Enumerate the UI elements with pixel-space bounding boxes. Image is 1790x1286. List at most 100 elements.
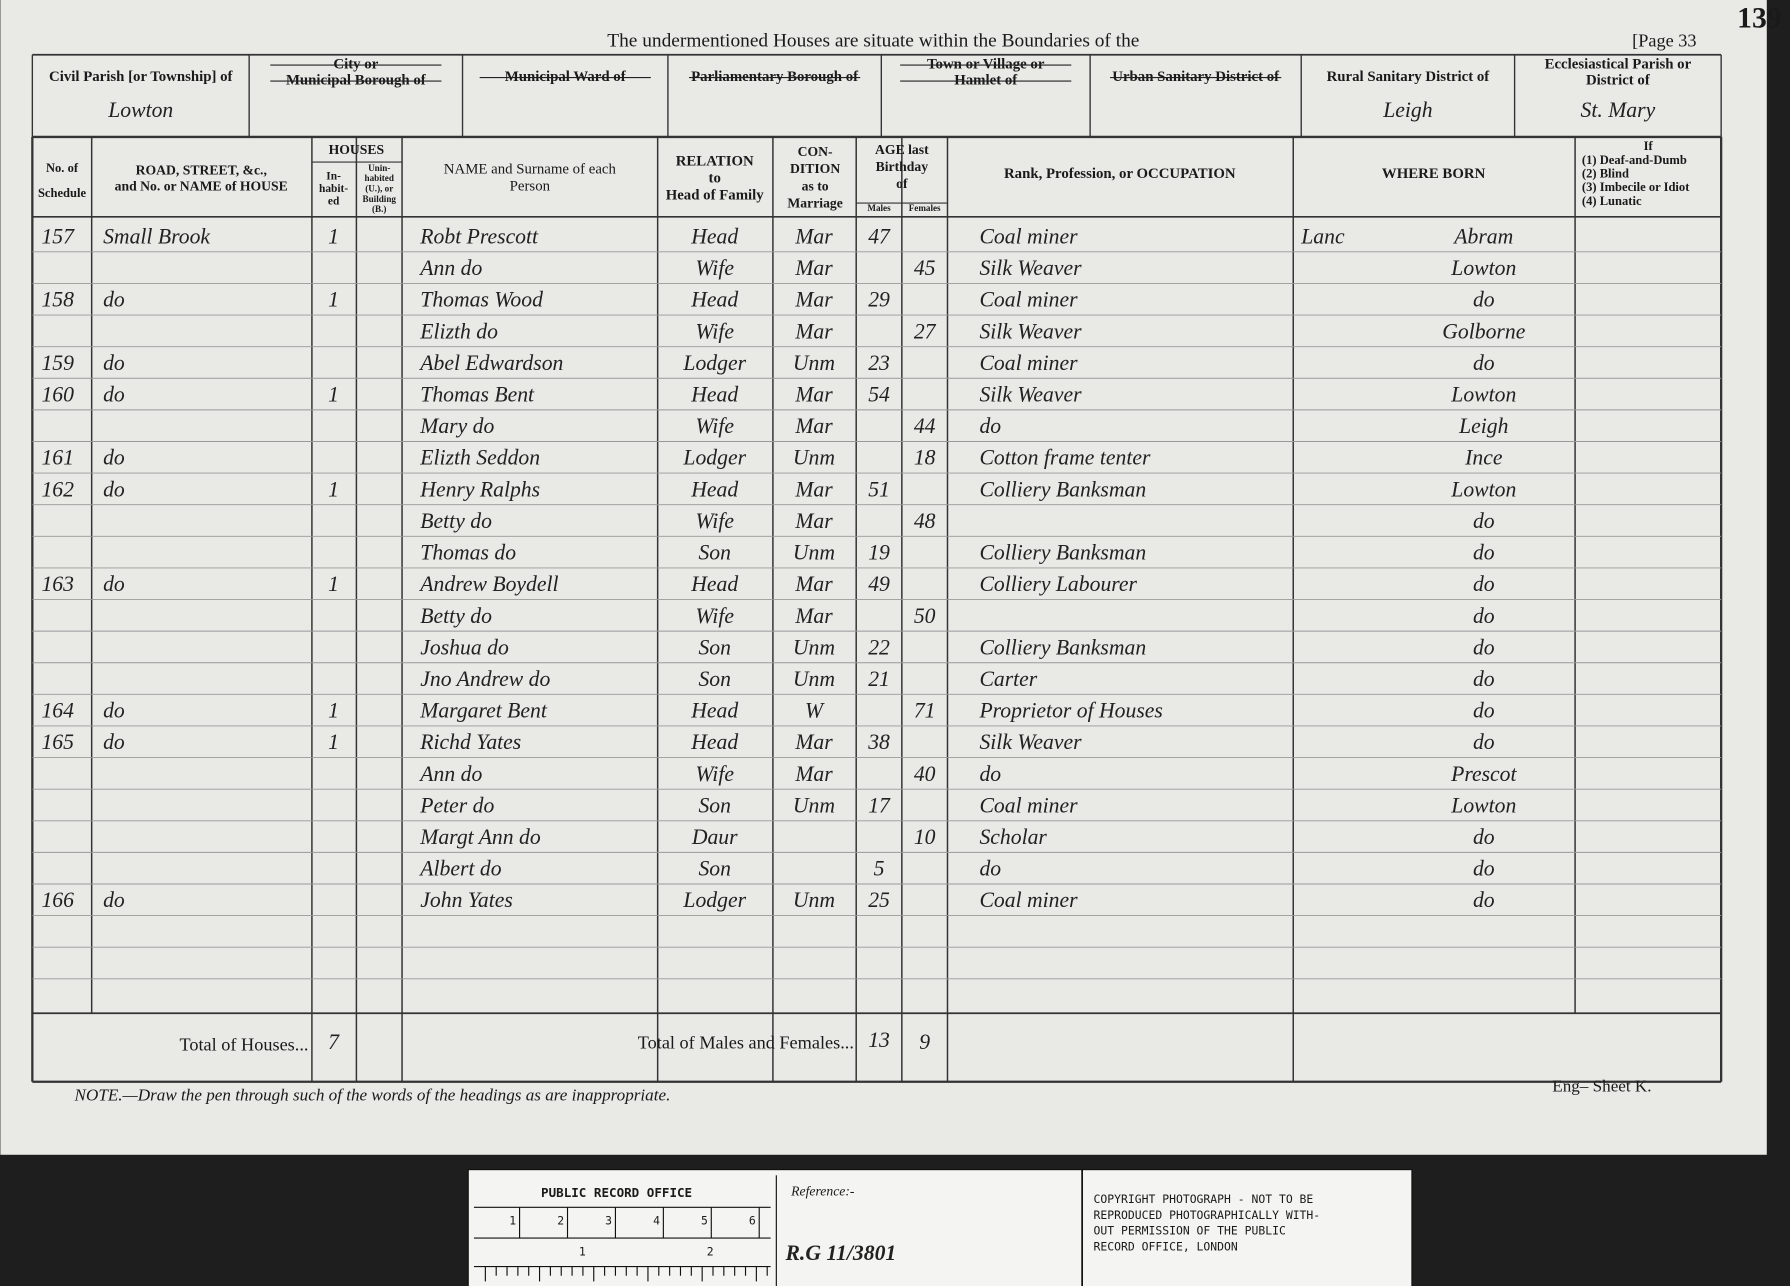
cell-age-female: 18 — [914, 446, 936, 470]
cell-age-male: 23 — [868, 351, 890, 375]
cell-relation: Head — [690, 288, 738, 312]
cell-relation: Head — [690, 699, 738, 723]
cell-name: Thomas Bent — [420, 382, 535, 406]
cell-occupation: Carter — [979, 667, 1037, 691]
cell-road: do — [103, 730, 125, 754]
cell-inhabited: 1 — [328, 477, 339, 501]
cell-occupation: Cotton frame tenter — [979, 446, 1151, 470]
cell-occupation: Scholar — [979, 825, 1047, 849]
copyright-line: OUT PERMISSION OF THE PUBLIC — [1094, 1224, 1286, 1238]
header-cell: of — [896, 176, 908, 191]
cell-relation: Head — [690, 224, 738, 248]
cell-birthplace: Lowton — [1450, 256, 1516, 280]
ruler-number: 3 — [605, 1213, 612, 1227]
header-cell: In- — [326, 170, 341, 182]
cell-name: Thomas do — [420, 541, 516, 565]
cell-age-male: 51 — [868, 477, 890, 501]
cell-relation: Son — [698, 857, 731, 881]
cell-age-female: 40 — [914, 762, 936, 786]
cell-relation: Head — [690, 730, 738, 754]
cell-road: do — [103, 888, 125, 912]
cell-schedule: 160 — [41, 382, 74, 406]
header-cell: AGE last — [875, 142, 929, 157]
header-cell: Birthday — [876, 159, 929, 174]
cell-age-female: 27 — [914, 319, 937, 343]
cell-age-male: 54 — [868, 382, 890, 406]
total-label: Total of Houses... — [179, 1035, 308, 1055]
header-cell: Marriage — [787, 195, 842, 210]
cell-birthplace: do — [1473, 825, 1495, 849]
cell-relation: Wife — [695, 604, 734, 628]
cell-birthplace: do — [1473, 699, 1495, 723]
cell-name: Henry Ralphs — [419, 477, 540, 501]
header-cell: (U.), or — [365, 184, 393, 194]
district-label: Municipal Borough of — [286, 72, 427, 88]
cell-occupation: Coal miner — [979, 888, 1078, 912]
copyright-line: RECORD OFFICE, LONDON — [1094, 1240, 1238, 1254]
cell-birthplace: do — [1473, 509, 1495, 533]
cell-age-female: 45 — [914, 256, 936, 280]
cell-condition: Mar — [794, 224, 833, 248]
cell-name: Elizth Seddon — [419, 446, 540, 470]
district-label: Hamlet of — [954, 72, 1018, 88]
cell-occupation: Silk Weaver — [979, 382, 1082, 406]
cell-age-female: 44 — [914, 414, 936, 438]
cell-name: Mary do — [419, 414, 494, 438]
header-cell: Person — [510, 179, 551, 195]
district-label: Town or Village or — [927, 56, 1045, 72]
cell-age-female: 71 — [914, 699, 936, 723]
cell-birthplace: Leigh — [1458, 414, 1508, 438]
header-cell: Males — [867, 203, 891, 213]
cell-road: do — [103, 446, 125, 470]
cell-relation: Son — [698, 793, 731, 817]
cell-birthplace: do — [1473, 572, 1495, 596]
district-value: St. Mary — [1581, 98, 1656, 122]
cell-relation: Lodger — [682, 351, 746, 375]
cell-occupation: Colliery Labourer — [979, 572, 1137, 596]
cell-age-female: 10 — [914, 825, 936, 849]
cell-schedule: 165 — [41, 730, 74, 754]
cell-condition: Mar — [794, 319, 833, 343]
cell-name: Joshua do — [420, 635, 509, 659]
cell-occupation: Coal miner — [979, 793, 1078, 817]
cell-condition: Mar — [794, 572, 833, 596]
office-name: PUBLIC RECORD OFFICE — [541, 1185, 692, 1200]
cell-age-female: 48 — [914, 509, 936, 533]
header-cell: (4) Lunatic — [1582, 194, 1642, 208]
cell-condition: Mar — [794, 256, 833, 280]
header-cell: No. of — [46, 161, 79, 175]
cell-condition: Mar — [794, 477, 833, 501]
total-value: 7 — [328, 1030, 340, 1054]
header-cell: (1) Deaf-and-Dumb — [1582, 153, 1687, 167]
cell-condition: Unm — [793, 793, 835, 817]
district-label: Parliamentary Borough of — [691, 69, 859, 85]
cell-condition: Mar — [794, 604, 833, 628]
header-cell: Head of Family — [666, 188, 765, 204]
cell-birthplace: do — [1473, 604, 1495, 628]
cell-birthplace: Abram — [1452, 224, 1513, 248]
ruler-number: 2 — [707, 1244, 714, 1258]
cell-name: Robt Prescott — [419, 224, 539, 248]
cell-condition: Unm — [793, 888, 835, 912]
cell-schedule: 159 — [41, 351, 74, 375]
header-cell: CON- — [798, 144, 833, 159]
cell-relation: Head — [690, 572, 738, 596]
cell-road: do — [103, 699, 125, 723]
cell-relation: Son — [698, 667, 731, 691]
cell-age-male: 21 — [868, 667, 890, 691]
cell-birthplace: do — [1473, 351, 1495, 375]
cell-road: Small Brook — [103, 224, 210, 248]
page-number: 139 — [1737, 2, 1781, 34]
header-cell: as to — [802, 178, 829, 193]
cell-occupation: Colliery Banksman — [979, 541, 1146, 565]
cell-birthplace: Golborne — [1442, 319, 1525, 343]
district-value: Leigh — [1382, 98, 1432, 122]
cell-occupation: Silk Weaver — [979, 730, 1082, 754]
sheet — [0, 0, 1767, 1155]
header-cell: ROAD, STREET, &c., — [136, 162, 267, 177]
cell-condition: W — [805, 699, 825, 723]
cell-name: Peter do — [419, 793, 494, 817]
header-cell: ed — [328, 196, 340, 208]
cell-relation: Son — [698, 635, 731, 659]
